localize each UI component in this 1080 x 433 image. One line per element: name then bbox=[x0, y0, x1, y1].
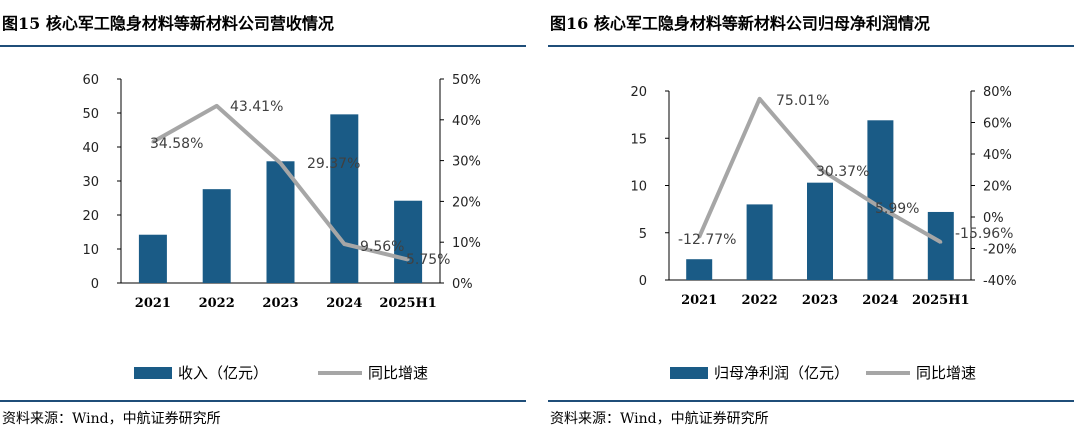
bar bbox=[686, 259, 713, 280]
legend-label-net-profit: 归母净利润（亿元） bbox=[714, 364, 850, 382]
x-axis-tick-label: 2023 bbox=[262, 296, 298, 311]
legend-item-growth: 同比增速 bbox=[318, 362, 428, 383]
growth-data-label: 43.41% bbox=[230, 99, 283, 115]
growth-point bbox=[151, 140, 155, 144]
bar bbox=[394, 200, 423, 283]
growth-point bbox=[342, 242, 346, 246]
right-axis-tick-label: 40% bbox=[983, 148, 1012, 163]
left-axis-tick-label: 5 bbox=[639, 227, 647, 242]
figure-16-bottom-rule bbox=[548, 400, 1074, 402]
legend-swatch-line bbox=[318, 370, 362, 375]
growth-point bbox=[878, 206, 882, 210]
bar bbox=[807, 182, 833, 280]
right-axis-tick-label: 20% bbox=[983, 180, 1012, 195]
net-profit-chart: 0 5 10 15 20 -40% -20% 0% 20% 40% 60% 80% 2021 2022 20… bbox=[630, 85, 1017, 308]
growth-data-label: 75.01% bbox=[776, 93, 829, 109]
growth-data-label: 9.56% bbox=[360, 239, 404, 255]
x-axis-tick-label: 2022 bbox=[199, 296, 235, 311]
right-axis-tick-label: 80% bbox=[983, 85, 1012, 100]
growth-point bbox=[406, 258, 410, 262]
x-axis-tick-label: 2025H1 bbox=[912, 293, 970, 308]
legend-item-net-profit: 归母净利润（亿元） bbox=[670, 362, 849, 383]
x-axis-tick-label: 2023 bbox=[802, 293, 838, 308]
x-axis-tick-label: 2021 bbox=[135, 296, 171, 311]
figure-15-panel: 图15 核心军工隐身材料等新材料公司营收情况 0 10 20 30 40 50 60 0% 10… bbox=[0, 0, 526, 433]
legend-label-growth: 同比增速 bbox=[368, 364, 429, 382]
figure-16-top-rule bbox=[548, 45, 1074, 47]
legend-item-growth: 同比增速 bbox=[866, 362, 976, 383]
growth-data-label: 30.37% bbox=[816, 164, 869, 180]
growth-data-label: -12.77% bbox=[678, 232, 736, 248]
left-axis-tick-label: 0 bbox=[639, 274, 647, 289]
right-axis-tick-label: 10% bbox=[452, 236, 481, 251]
left-axis-tick-label: 20 bbox=[82, 209, 99, 224]
left-axis-tick-label: 15 bbox=[630, 132, 647, 147]
growth-point bbox=[697, 235, 701, 239]
right-axis-tick-label: 20% bbox=[452, 195, 481, 210]
growth-point bbox=[939, 240, 943, 244]
growth-data-label: 34.58% bbox=[150, 136, 203, 152]
growth-data-label: 29.37% bbox=[307, 156, 360, 172]
right-axis-tick-label: -20% bbox=[983, 243, 1017, 258]
bar bbox=[746, 204, 773, 280]
legend-label-revenue: 收入（亿元） bbox=[178, 364, 269, 382]
right-axis-tick-label: 60% bbox=[983, 117, 1012, 132]
right-axis-tick-label: 50% bbox=[452, 73, 481, 88]
bar bbox=[330, 114, 359, 283]
x-axis-tick-label: 2021 bbox=[681, 293, 717, 308]
growth-point bbox=[758, 97, 762, 101]
figure-16-source: 资料来源：Wind，中航证券研究所 bbox=[550, 411, 769, 427]
revenue-chart: 0 10 20 30 40 50 60 0% 10% 20% 30% 40% 50% 2021 2022 20… bbox=[82, 73, 481, 311]
left-axis-tick-label: 10 bbox=[630, 180, 647, 195]
bar bbox=[927, 211, 954, 280]
growth-data-label: 5.75% bbox=[406, 252, 450, 268]
x-axis-tick-label: 2022 bbox=[742, 293, 778, 308]
right-axis-tick-label: 30% bbox=[452, 155, 481, 170]
figure-16-title: 图16 核心军工隐身材料等新材料公司归母净利润情况 bbox=[550, 14, 930, 33]
right-axis-tick-label: 0% bbox=[983, 211, 1004, 226]
x-axis-tick-label: 2024 bbox=[326, 296, 362, 311]
left-axis-tick-label: 40 bbox=[82, 141, 99, 156]
bar bbox=[202, 189, 231, 283]
growth-point bbox=[818, 167, 822, 171]
figure-15-top-rule bbox=[0, 45, 526, 47]
growth-point bbox=[279, 161, 282, 165]
legend-swatch-bar bbox=[134, 366, 172, 379]
right-axis-tick-label: 40% bbox=[452, 114, 481, 129]
x-axis-tick-label: 2024 bbox=[862, 293, 898, 308]
left-axis-tick-label: 0 bbox=[91, 277, 99, 292]
right-axis-tick-label: -40% bbox=[983, 274, 1017, 289]
figure-16-panel: 图16 核心军工隐身材料等新材料公司归母净利润情况 0 5 10 15 20 -40% -2… bbox=[548, 0, 1074, 433]
legend-swatch-line bbox=[866, 370, 910, 375]
left-axis-tick-label: 10 bbox=[82, 243, 99, 258]
growth-data-label: 5.99% bbox=[875, 201, 919, 217]
legend-item-revenue: 收入（亿元） bbox=[134, 362, 268, 383]
right-axis-tick-label: 0% bbox=[452, 277, 473, 292]
bar bbox=[138, 234, 167, 283]
growth-point bbox=[215, 104, 219, 108]
left-axis-tick-label: 60 bbox=[82, 73, 99, 88]
left-axis-tick-label: 30 bbox=[82, 175, 99, 190]
figure-15-title: 图15 核心军工隐身材料等新材料公司营收情况 bbox=[2, 14, 334, 33]
figure-15-bottom-rule bbox=[0, 400, 526, 402]
left-axis-tick-label: 20 bbox=[630, 85, 647, 100]
growth-data-label: -15.96% bbox=[955, 226, 1013, 242]
figure-15-source: 资料来源：Wind，中航证券研究所 bbox=[2, 411, 221, 427]
legend-label-growth: 同比增速 bbox=[916, 364, 977, 382]
x-axis-tick-label: 2025H1 bbox=[379, 296, 437, 311]
left-axis-tick-label: 50 bbox=[82, 107, 99, 122]
bar bbox=[266, 161, 295, 283]
legend-swatch-bar bbox=[670, 366, 708, 379]
